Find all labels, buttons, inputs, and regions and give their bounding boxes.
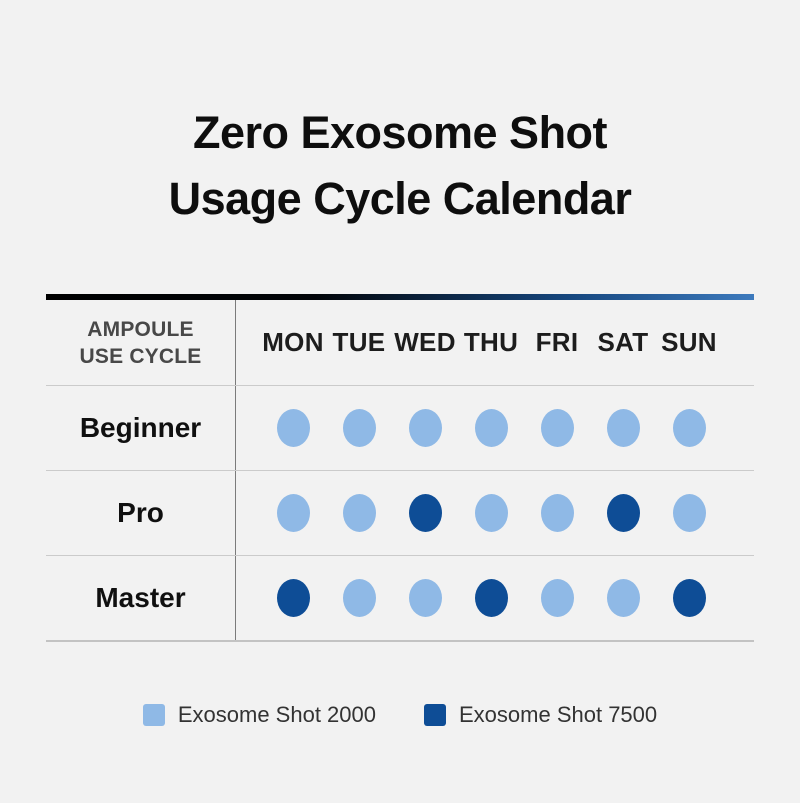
dot-cell <box>458 579 524 617</box>
dot-shot-7500-icon <box>474 579 508 617</box>
dot-shot-2000-icon <box>540 579 574 617</box>
legend-label-shot-7500: Exosome Shot 7500 <box>459 702 658 727</box>
day-header-tue: TUE <box>332 327 386 357</box>
dot-shot-2000-icon <box>276 409 310 447</box>
dot-cell <box>458 409 524 447</box>
table-row-pro: Pro <box>46 471 754 556</box>
corner-header-cell: AMPOULE USE CYCLE <box>46 300 236 385</box>
dot-cell <box>392 494 458 532</box>
corner-label-line2: USE CYCLE <box>79 344 202 368</box>
dot-cell <box>260 409 326 447</box>
dot-cell <box>590 494 656 532</box>
dot-shot-2000-icon <box>474 494 508 532</box>
table-row-master: Master <box>46 556 754 640</box>
dot-cell <box>656 409 722 447</box>
day-header-sun: SUN <box>661 327 717 357</box>
legend-item-shot-2000: Exosome Shot 2000 <box>142 702 376 728</box>
day-header-fri: FRI <box>535 327 579 357</box>
row-label-beginner: Beginner <box>79 412 202 443</box>
dot-shot-2000-icon <box>606 409 640 447</box>
dot-shot-2000-icon <box>342 409 376 447</box>
dot-cell <box>590 579 656 617</box>
dot-cell <box>260 579 326 617</box>
dot-cell <box>326 409 392 447</box>
dot-shot-2000-icon <box>672 494 706 532</box>
dot-shot-2000-icon <box>342 494 376 532</box>
page-title-line1: Zero Exosome Shot <box>192 107 608 158</box>
dot-shot-7500-icon <box>408 494 442 532</box>
usage-cycle-table: AMPOULE USE CYCLE MON TUE WED THU FRI SA… <box>46 294 754 642</box>
legend-swatch-dark-icon <box>424 704 446 726</box>
dot-cell <box>392 409 458 447</box>
day-header-thu: THU <box>463 327 519 357</box>
dot-shot-2000-icon <box>276 494 310 532</box>
row-label-master: Master <box>95 582 186 613</box>
dot-cell <box>392 579 458 617</box>
page-title: Zero Exosome Shot Usage Cycle Calendar <box>0 0 800 232</box>
row-label-cell: Master <box>46 556 236 640</box>
dot-cells-pro <box>236 471 754 555</box>
legend: Exosome Shot 2000 Exosome Shot 7500 <box>0 702 800 728</box>
dot-shot-2000-icon <box>540 494 574 532</box>
dot-shot-7500-icon <box>672 579 706 617</box>
dot-shot-7500-icon <box>276 579 310 617</box>
table-header-row: AMPOULE USE CYCLE MON TUE WED THU FRI SA… <box>46 300 754 386</box>
corner-label-line1: AMPOULE <box>87 317 194 341</box>
dot-cell <box>524 494 590 532</box>
table-row-beginner: Beginner <box>46 386 754 471</box>
day-header-sat: SAT <box>597 327 649 357</box>
dot-cells-master <box>236 556 754 640</box>
day-header-mon: MON <box>262 327 324 357</box>
row-label-cell: Pro <box>46 471 236 555</box>
row-label-pro: Pro <box>117 497 164 528</box>
table-top-gradient-rule <box>46 294 754 300</box>
dot-cells-beginner <box>236 386 754 470</box>
legend-swatch-light-icon <box>142 704 165 726</box>
dot-cell <box>458 494 524 532</box>
dot-shot-2000-icon <box>342 579 376 617</box>
dot-cell <box>326 579 392 617</box>
dot-shot-2000-icon <box>474 409 508 447</box>
dot-shot-2000-icon <box>672 409 706 447</box>
dot-shot-2000-icon <box>540 409 574 447</box>
dot-cell <box>524 409 590 447</box>
dot-shot-7500-icon <box>606 494 640 532</box>
page-title-line2: Usage Cycle Calendar <box>168 173 632 224</box>
dot-cell <box>326 494 392 532</box>
dot-cell <box>524 579 590 617</box>
row-label-cell: Beginner <box>46 386 236 470</box>
legend-label-shot-2000: Exosome Shot 2000 <box>177 702 376 727</box>
day-header-wed: WED <box>394 327 456 357</box>
dot-shot-2000-icon <box>408 409 442 447</box>
dot-cell <box>656 579 722 617</box>
dot-shot-2000-icon <box>408 579 442 617</box>
dot-shot-2000-icon <box>606 579 640 617</box>
legend-item-shot-7500: Exosome Shot 7500 <box>424 702 657 728</box>
day-header-cells: MON TUE WED THU FRI SAT SUN <box>236 300 754 385</box>
dot-cell <box>590 409 656 447</box>
dot-cell <box>656 494 722 532</box>
dot-cell <box>260 494 326 532</box>
